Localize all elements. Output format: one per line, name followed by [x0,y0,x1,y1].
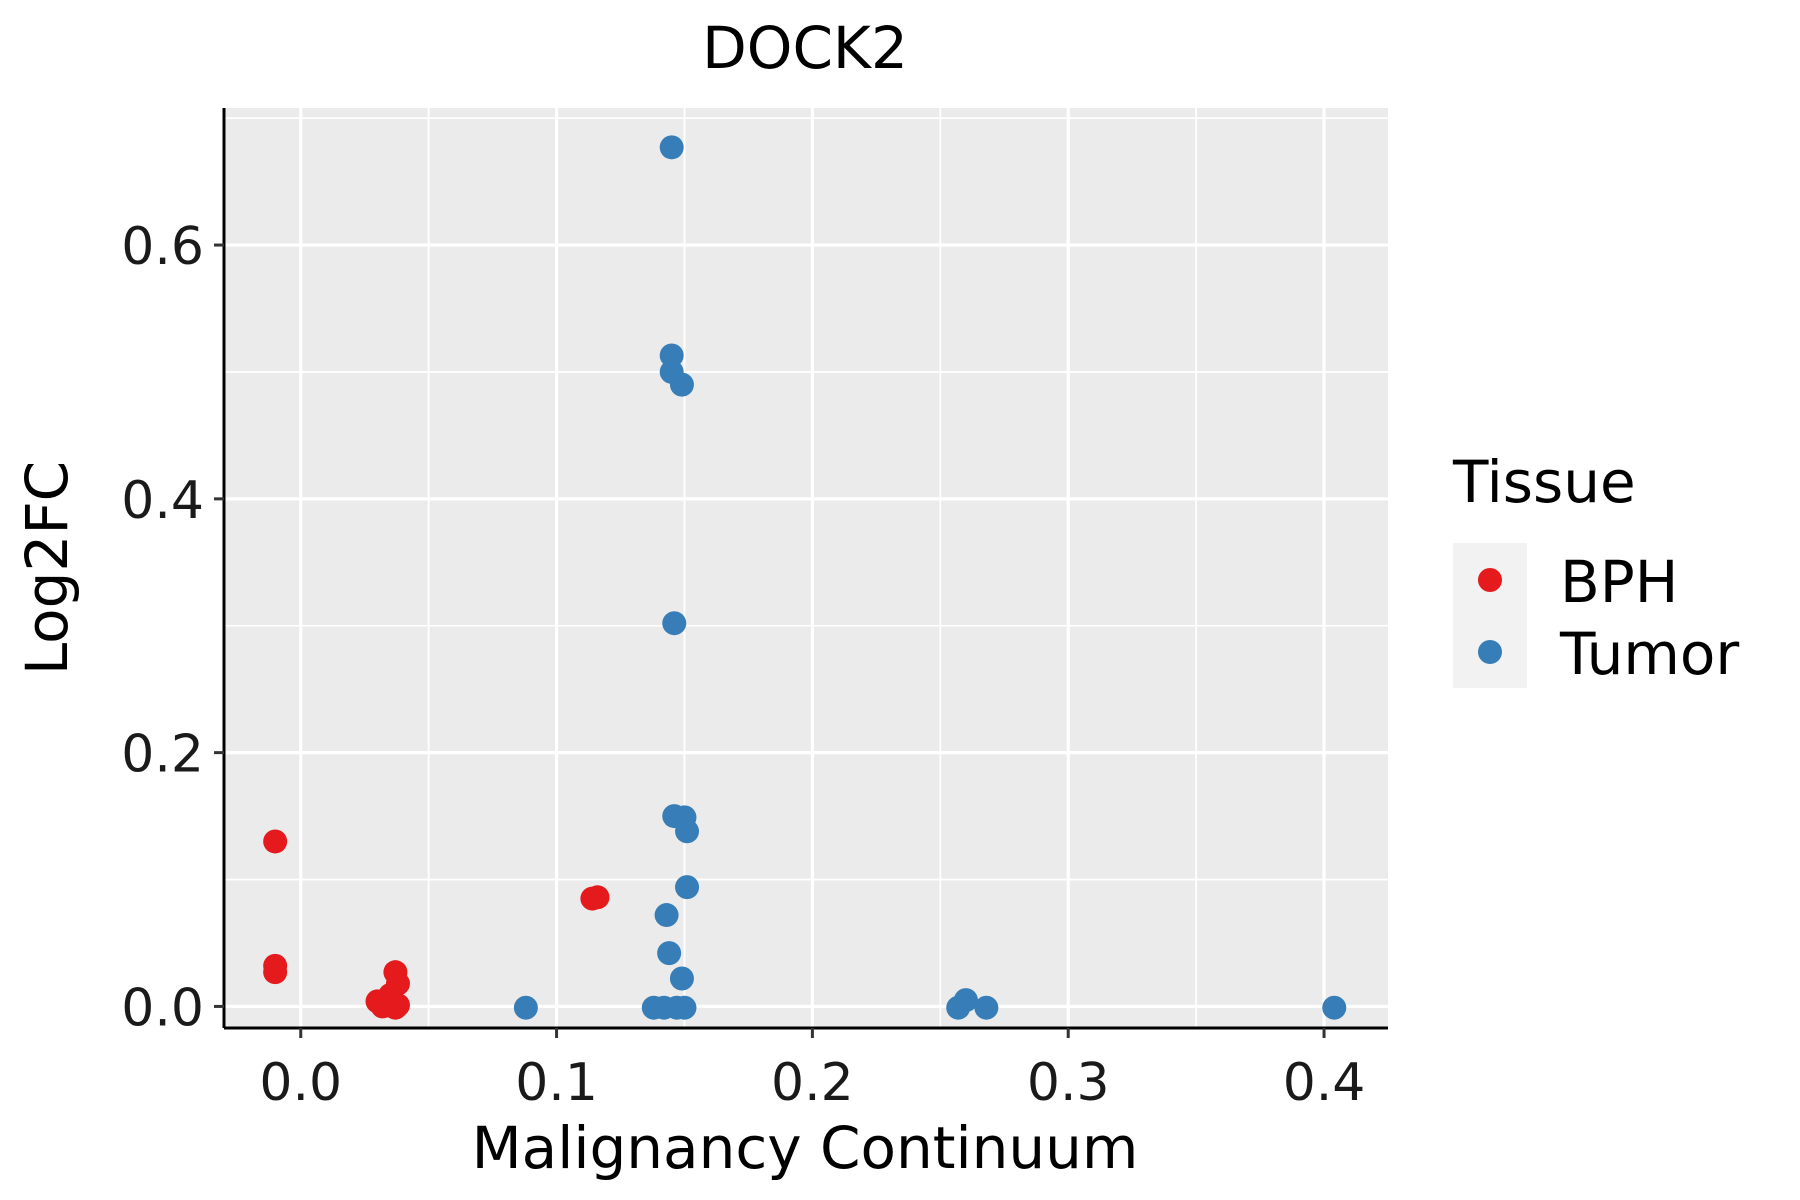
x-tick-label: 0.1 [515,1053,598,1113]
legend-key-background [1453,543,1527,688]
data-point-tumor [654,903,679,928]
legend-label-bph: BPH [1560,548,1678,616]
legend-label-tumor: Tumor [1559,620,1739,688]
y-tick-label: 0.0 [121,978,204,1038]
data-point-tumor [974,995,999,1020]
data-point-tumor [657,941,682,966]
legend-key-bph [1478,568,1502,592]
legend-key-tumor [1478,640,1502,664]
x-tick-label: 0.0 [259,1053,342,1113]
data-point-tumor [659,343,684,368]
data-point-tumor [675,819,700,844]
legend-title: Tissue [1452,448,1636,516]
legend: Tissue BPH Tumor [1452,448,1739,688]
data-point-tumor [659,135,684,160]
data-point-tumor [946,995,971,1020]
x-axis-title: Malignancy Continuum [472,1114,1139,1182]
x-tick-label: 0.4 [1283,1053,1366,1113]
data-point-tumor [672,995,697,1020]
x-tick-label: 0.2 [771,1053,854,1113]
y-tick-label: 0.6 [121,217,204,277]
data-point-tumor [675,875,700,900]
data-point-tumor [1322,995,1347,1020]
data-point-bph [383,995,408,1020]
data-point-tumor [669,966,694,991]
plot-panel [224,108,1388,1028]
y-tick-label: 0.4 [121,471,204,531]
data-point-bph [263,829,288,854]
x-tick-label: 0.3 [1027,1053,1110,1113]
chart-title: DOCK2 [702,14,908,82]
y-axis-title: Log2FC [13,461,81,675]
data-point-tumor [669,372,694,397]
y-tick-label: 0.2 [121,725,204,785]
data-point-bph [585,885,610,910]
data-point-tumor [513,995,538,1020]
data-point-bph [263,960,288,985]
data-point-tumor [662,611,687,636]
